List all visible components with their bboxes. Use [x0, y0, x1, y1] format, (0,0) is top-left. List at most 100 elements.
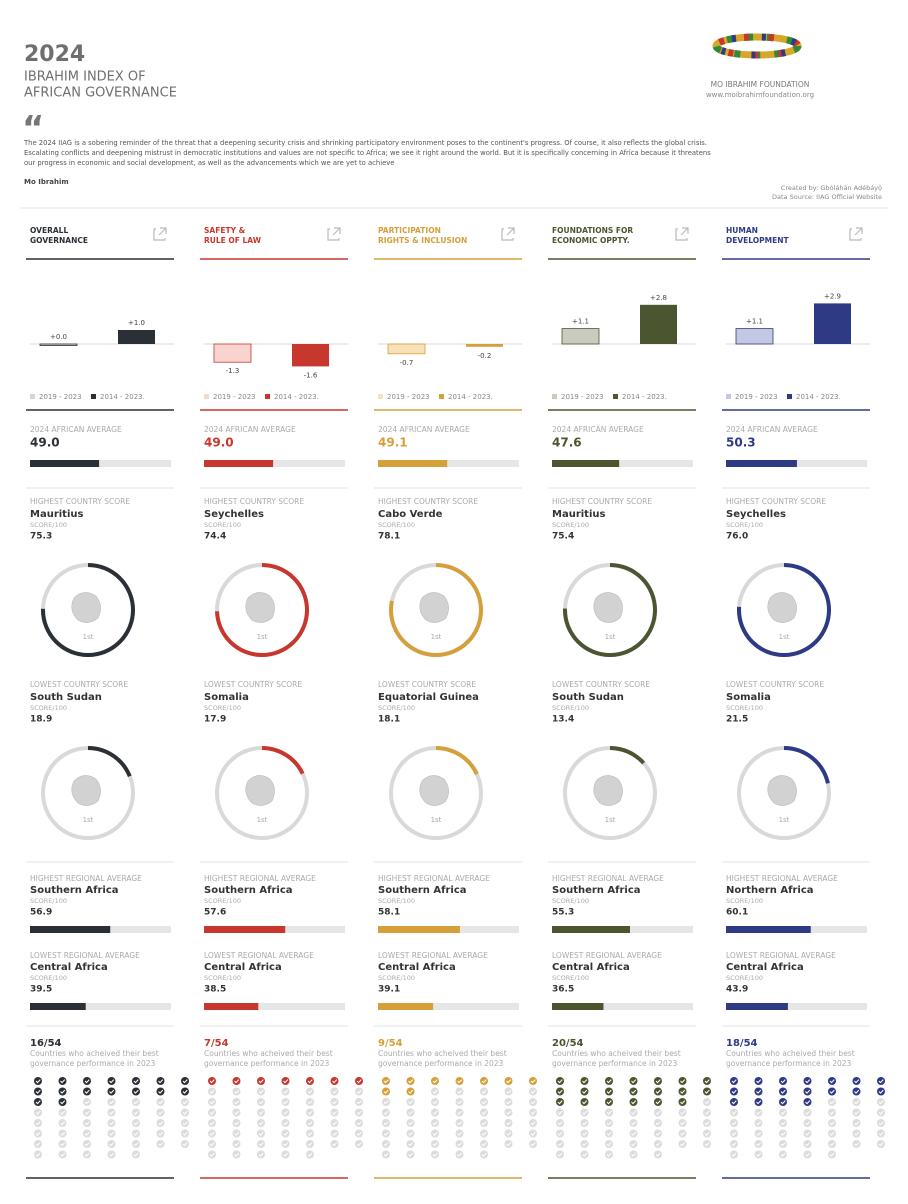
section-label: HIGHEST COUNTRY SCORE [30, 497, 130, 506]
check-icon [258, 1142, 264, 1147]
check-icon [655, 1100, 661, 1105]
check-icon [307, 1110, 313, 1115]
other-dot [232, 1129, 241, 1138]
region-name: Central Africa [204, 962, 282, 973]
country-name: Seychelles [726, 509, 786, 520]
region-bar [204, 1003, 259, 1010]
other-dot [208, 1129, 216, 1138]
score-ring [215, 563, 309, 657]
best-dot [34, 1098, 42, 1106]
other-dot [529, 1098, 537, 1106]
check-icon [854, 1079, 860, 1084]
other-dot [877, 1119, 885, 1127]
average-value: 50.3 [726, 436, 756, 450]
check-icon [109, 1152, 115, 1157]
country-name: Equatorial Guinea [378, 692, 479, 703]
check-icon [704, 1079, 710, 1084]
country-name: Cabo Verde [378, 509, 443, 520]
other-dot [208, 1140, 216, 1148]
check-icon [283, 1121, 289, 1126]
check-icon [332, 1110, 338, 1115]
section-label: HIGHEST REGIONAL AVERAGE [378, 874, 490, 883]
best-dot [34, 1087, 42, 1096]
check-icon [234, 1152, 240, 1157]
other-dot [455, 1098, 464, 1106]
check-icon [84, 1110, 90, 1115]
other-dot [107, 1129, 116, 1138]
check-icon [209, 1089, 215, 1094]
country-shape [593, 775, 623, 806]
check-icon [307, 1079, 313, 1084]
best-dot [208, 1077, 216, 1085]
other-dot [281, 1098, 290, 1106]
best-dot [605, 1087, 613, 1096]
unit-label: SCORE/100 [552, 974, 589, 982]
other-dot [504, 1119, 513, 1127]
section-label: LOWEST REGIONAL AVERAGE [30, 951, 140, 960]
check-icon [133, 1142, 139, 1147]
other-dot [803, 1108, 812, 1117]
check-icon [432, 1110, 438, 1115]
best-dot [156, 1087, 165, 1096]
check-icon [307, 1131, 313, 1136]
country-shape [245, 592, 275, 623]
other-dot [529, 1087, 537, 1096]
check-icon [878, 1089, 884, 1094]
other-dot [455, 1119, 464, 1127]
best-dot [431, 1077, 439, 1085]
trend-bar [640, 304, 677, 344]
other-dot [703, 1140, 711, 1148]
region-bar [726, 1003, 788, 1010]
check-icon [530, 1121, 536, 1126]
other-dot [730, 1150, 738, 1159]
check-icon [332, 1131, 338, 1136]
other-dot [877, 1140, 885, 1148]
other-dot [382, 1108, 390, 1117]
check-icon [408, 1089, 414, 1094]
other-dot [355, 1140, 363, 1148]
other-dot [529, 1140, 537, 1148]
other-dot [803, 1119, 812, 1127]
other-dot [306, 1140, 314, 1148]
check-icon [631, 1110, 637, 1115]
best-note: Countries who acheived their best [378, 1049, 507, 1058]
check-icon [457, 1152, 463, 1157]
other-dot [132, 1098, 140, 1106]
check-icon [332, 1142, 338, 1147]
section-label: LOWEST REGIONAL AVERAGE [204, 951, 314, 960]
trend-label: -0.2 [478, 352, 492, 360]
check-icon [582, 1152, 588, 1157]
other-dot [306, 1129, 314, 1138]
check-icon [756, 1100, 762, 1105]
best-dot [654, 1098, 662, 1106]
check-icon [780, 1079, 786, 1084]
other-dot [580, 1150, 589, 1159]
score-ring [389, 563, 483, 657]
other-dot [480, 1108, 488, 1117]
region-name: Central Africa [552, 962, 630, 973]
check-icon [854, 1121, 860, 1126]
check-icon [383, 1121, 389, 1126]
column-title: SAFETY & [204, 226, 246, 235]
check-icon [878, 1142, 884, 1147]
best-dot [480, 1077, 488, 1085]
other-dot [382, 1150, 390, 1159]
country-name: Mauritius [552, 509, 606, 520]
column-title: PARTICIPATION [378, 226, 441, 235]
other-dot [703, 1119, 711, 1127]
best-dot [654, 1087, 662, 1096]
other-dot [107, 1108, 116, 1117]
other-dot [580, 1129, 589, 1138]
average-value: 49.0 [30, 436, 60, 450]
quote-author: Mo Ibrahim [24, 178, 69, 186]
check-icon [606, 1121, 612, 1126]
check-icon [283, 1100, 289, 1105]
check-icon [258, 1152, 264, 1157]
unit-label: SCORE/100 [726, 521, 763, 529]
unit-label: SCORE/100 [204, 704, 241, 712]
other-dot [355, 1119, 363, 1127]
check-icon [258, 1100, 264, 1105]
check-icon [805, 1079, 811, 1084]
score-value: 13.4 [552, 715, 574, 725]
other-dot [257, 1119, 265, 1127]
